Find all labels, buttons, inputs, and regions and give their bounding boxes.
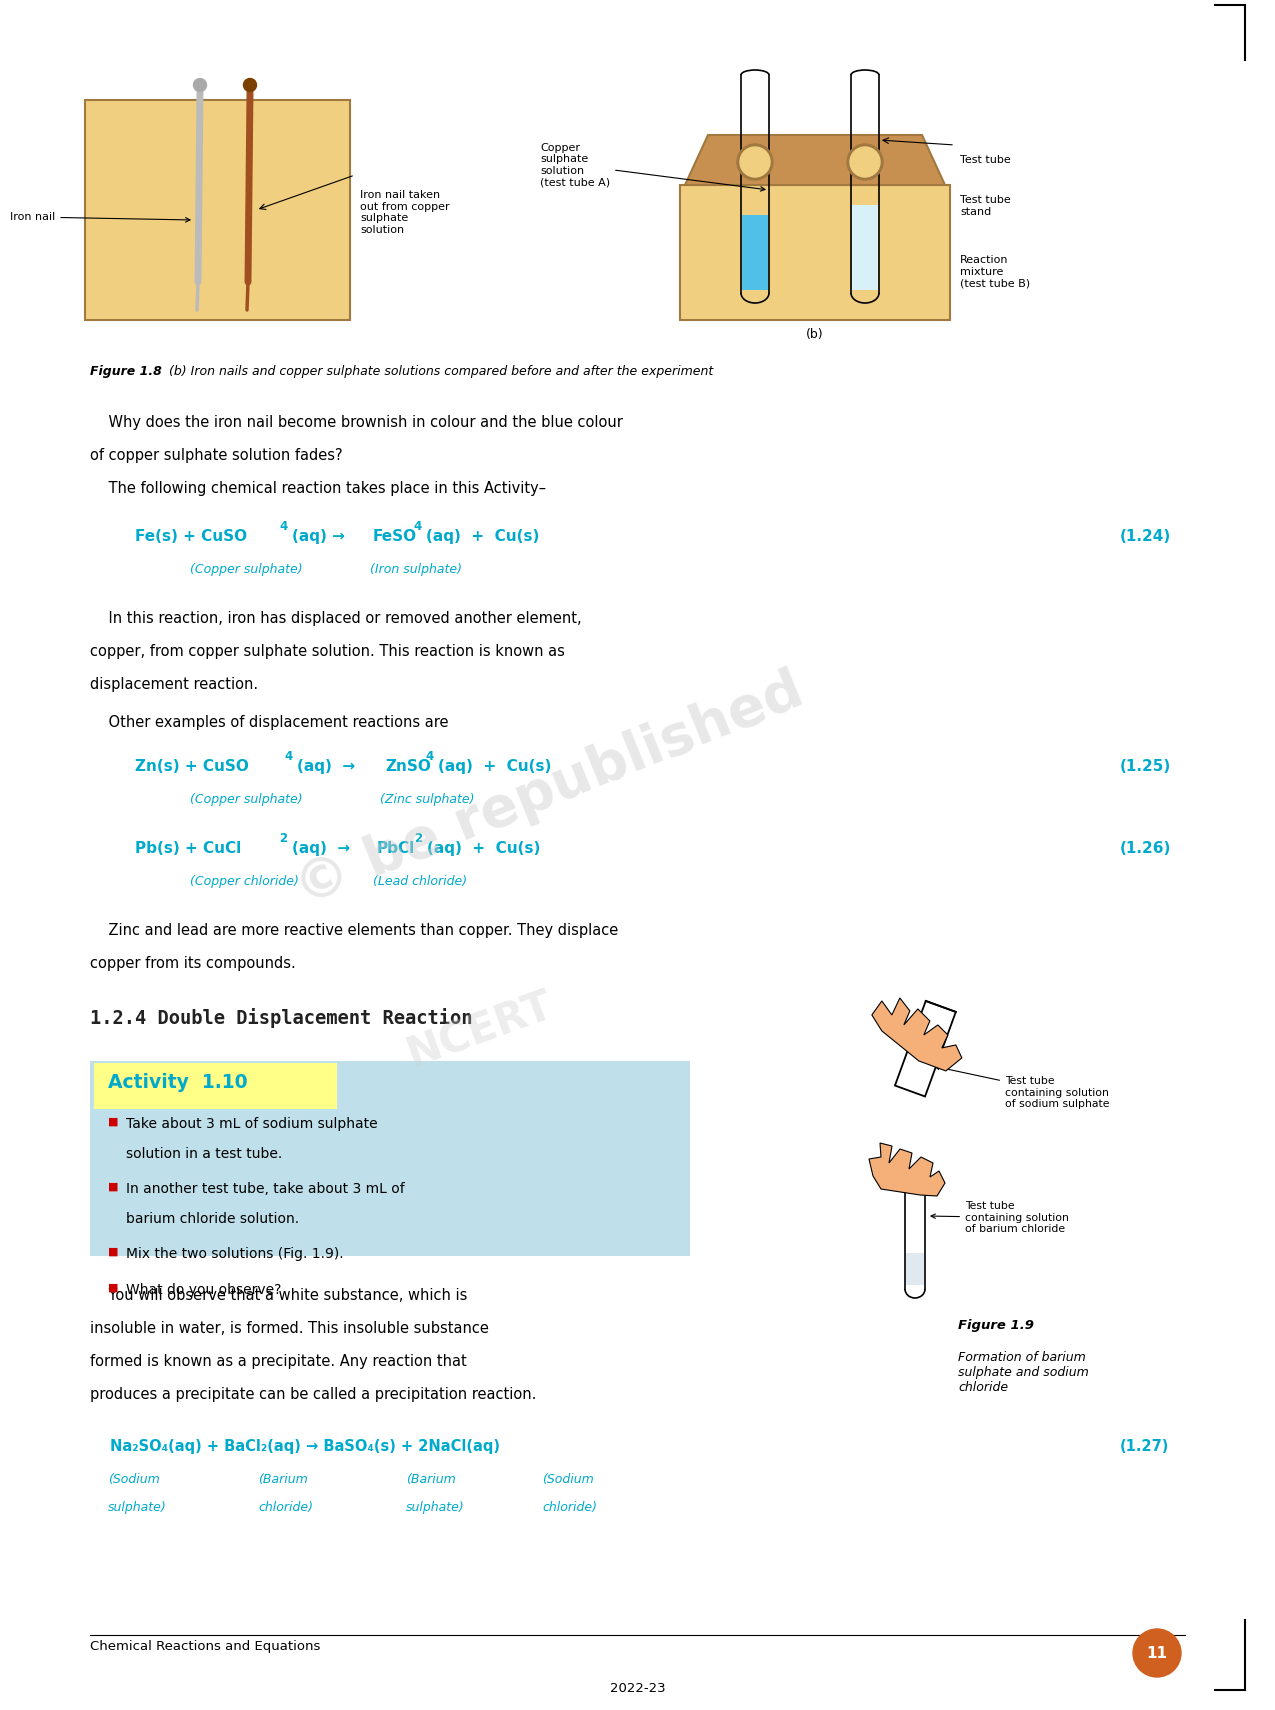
Text: Activity  1.10: Activity 1.10	[108, 1072, 247, 1093]
Text: (b) Iron nails and copper sulphate solutions compared before and after the exper: (b) Iron nails and copper sulphate solut…	[164, 364, 713, 378]
Text: Test tube
stand: Test tube stand	[960, 195, 1011, 217]
Text: sulphate): sulphate)	[405, 1501, 465, 1513]
Text: copper, from copper sulphate solution. This reaction is known as: copper, from copper sulphate solution. T…	[91, 645, 565, 658]
FancyBboxPatch shape	[680, 185, 950, 320]
Text: Fe(s) + CuSO: Fe(s) + CuSO	[135, 528, 247, 544]
Text: (1.26): (1.26)	[1119, 841, 1172, 857]
Text: (Barium: (Barium	[405, 1472, 455, 1486]
Text: (aq) →: (aq) →	[292, 528, 344, 544]
Polygon shape	[907, 1253, 924, 1284]
Text: In this reaction, iron has displaced or removed another element,: In this reaction, iron has displaced or …	[91, 610, 581, 626]
Text: 4: 4	[279, 520, 287, 534]
Text: 11: 11	[1146, 1645, 1168, 1660]
Text: Chemical Reactions and Equations: Chemical Reactions and Equations	[91, 1640, 320, 1654]
Circle shape	[244, 79, 256, 92]
Text: Other examples of displacement reactions are: Other examples of displacement reactions…	[91, 715, 449, 730]
Text: (Zinc sulphate): (Zinc sulphate)	[380, 793, 474, 805]
Text: Iron nail taken
out from copper
sulphate
solution: Iron nail taken out from copper sulphate…	[360, 190, 450, 234]
Text: (1.24): (1.24)	[1119, 528, 1172, 544]
Text: Na₂SO₄(aq) + BaCl₂(aq) → BaSO₄(s) + 2NaCl(aq): Na₂SO₄(aq) + BaCl₂(aq) → BaSO₄(s) + 2NaC…	[110, 1440, 500, 1454]
Text: ■: ■	[108, 1247, 119, 1257]
FancyBboxPatch shape	[91, 1060, 690, 1257]
Circle shape	[194, 79, 207, 92]
Text: barium chloride solution.: barium chloride solution.	[126, 1211, 300, 1226]
Text: displacement reaction.: displacement reaction.	[91, 677, 258, 693]
Text: insoluble in water, is formed. This insoluble substance: insoluble in water, is formed. This inso…	[91, 1322, 488, 1336]
Text: (aq)  →: (aq) →	[297, 759, 356, 775]
Text: (Iron sulphate): (Iron sulphate)	[370, 563, 462, 576]
Text: Test tube
containing solution
of barium chloride: Test tube containing solution of barium …	[931, 1200, 1068, 1235]
Text: (aq)  →: (aq) →	[292, 841, 351, 857]
Text: (Sodium: (Sodium	[108, 1472, 159, 1486]
Text: copper from its compounds.: copper from its compounds.	[91, 956, 296, 971]
Text: 4: 4	[413, 520, 421, 534]
Circle shape	[1133, 1630, 1181, 1678]
Text: produces a precipitate can be called a precipitation reaction.: produces a precipitate can be called a p…	[91, 1387, 537, 1402]
Text: FeSO: FeSO	[374, 528, 417, 544]
Polygon shape	[852, 205, 878, 291]
Text: (Copper sulphate): (Copper sulphate)	[190, 563, 302, 576]
Text: © be republished: © be republished	[288, 663, 812, 917]
Text: In another test tube, take about 3 mL of: In another test tube, take about 3 mL of	[126, 1182, 404, 1195]
Text: Figure 1.9: Figure 1.9	[958, 1318, 1034, 1332]
Text: PbCl: PbCl	[377, 841, 416, 857]
Text: solution in a test tube.: solution in a test tube.	[126, 1146, 282, 1161]
FancyBboxPatch shape	[94, 1064, 337, 1110]
Polygon shape	[872, 999, 961, 1070]
Text: Pb(s) + CuCl: Pb(s) + CuCl	[135, 841, 241, 857]
Circle shape	[737, 144, 773, 180]
Text: Formation of barium
sulphate and sodium
chloride: Formation of barium sulphate and sodium …	[958, 1351, 1089, 1394]
Text: (aq)  +  Cu(s): (aq) + Cu(s)	[439, 759, 551, 775]
Text: (Sodium: (Sodium	[542, 1472, 594, 1486]
Circle shape	[847, 144, 884, 180]
Text: (b): (b)	[806, 328, 824, 340]
Text: 2022-23: 2022-23	[609, 1683, 666, 1695]
Text: 4: 4	[284, 751, 292, 763]
Text: Reaction
mixture
(test tube B): Reaction mixture (test tube B)	[960, 255, 1030, 289]
Polygon shape	[870, 1142, 945, 1195]
Text: (1.25): (1.25)	[1119, 759, 1172, 775]
Text: formed is known as a precipitate. Any reaction that: formed is known as a precipitate. Any re…	[91, 1354, 467, 1370]
Text: chloride): chloride)	[258, 1501, 312, 1513]
Polygon shape	[742, 215, 768, 291]
Text: Zn(s) + CuSO: Zn(s) + CuSO	[135, 759, 249, 775]
Text: Mix the two solutions (Fig. 1.9).: Mix the two solutions (Fig. 1.9).	[126, 1247, 344, 1260]
Text: sulphate): sulphate)	[108, 1501, 167, 1513]
Circle shape	[740, 147, 770, 178]
Text: The following chemical reaction takes place in this Activity–: The following chemical reaction takes pl…	[91, 481, 546, 496]
Circle shape	[850, 147, 880, 178]
Text: Test tube: Test tube	[960, 156, 1011, 164]
Text: (1.27): (1.27)	[1119, 1440, 1169, 1454]
Text: of copper sulphate solution fades?: of copper sulphate solution fades?	[91, 448, 343, 463]
Text: 1.2.4 Double Displacement Reaction: 1.2.4 Double Displacement Reaction	[91, 1007, 473, 1028]
Text: Take about 3 mL of sodium sulphate: Take about 3 mL of sodium sulphate	[126, 1117, 377, 1130]
Text: ■: ■	[108, 1117, 119, 1127]
Text: You will observe that a white substance, which is: You will observe that a white substance,…	[91, 1288, 468, 1303]
FancyBboxPatch shape	[85, 99, 351, 320]
Text: 2: 2	[414, 833, 422, 845]
Text: ■: ■	[108, 1282, 119, 1293]
Text: Figure 1.8: Figure 1.8	[91, 364, 162, 378]
Text: (Barium: (Barium	[258, 1472, 307, 1486]
Text: Why does the iron nail become brownish in colour and the blue colour: Why does the iron nail become brownish i…	[91, 416, 623, 429]
Polygon shape	[895, 1000, 956, 1096]
Polygon shape	[685, 135, 945, 185]
Text: (aq)  +  Cu(s): (aq) + Cu(s)	[426, 528, 539, 544]
Text: ■: ■	[108, 1182, 119, 1192]
Text: ZnSO: ZnSO	[385, 759, 431, 775]
Text: NCERT: NCERT	[402, 985, 558, 1076]
Text: Zinc and lead are more reactive elements than copper. They displace: Zinc and lead are more reactive elements…	[91, 923, 618, 939]
Text: 4: 4	[425, 751, 434, 763]
Text: (Lead chloride): (Lead chloride)	[374, 876, 467, 887]
Text: (Copper chloride): (Copper chloride)	[190, 876, 298, 887]
Text: (Copper sulphate): (Copper sulphate)	[190, 793, 302, 805]
Text: Iron nail: Iron nail	[10, 212, 190, 222]
Text: 2: 2	[279, 833, 287, 845]
Text: (aq)  +  Cu(s): (aq) + Cu(s)	[427, 841, 541, 857]
Text: Copper
sulphate
solution
(test tube A): Copper sulphate solution (test tube A)	[541, 142, 765, 192]
Text: chloride): chloride)	[542, 1501, 597, 1513]
Text: Test tube
containing solution
of sodium sulphate: Test tube containing solution of sodium …	[935, 1065, 1109, 1110]
Text: What do you observe?: What do you observe?	[126, 1282, 282, 1296]
